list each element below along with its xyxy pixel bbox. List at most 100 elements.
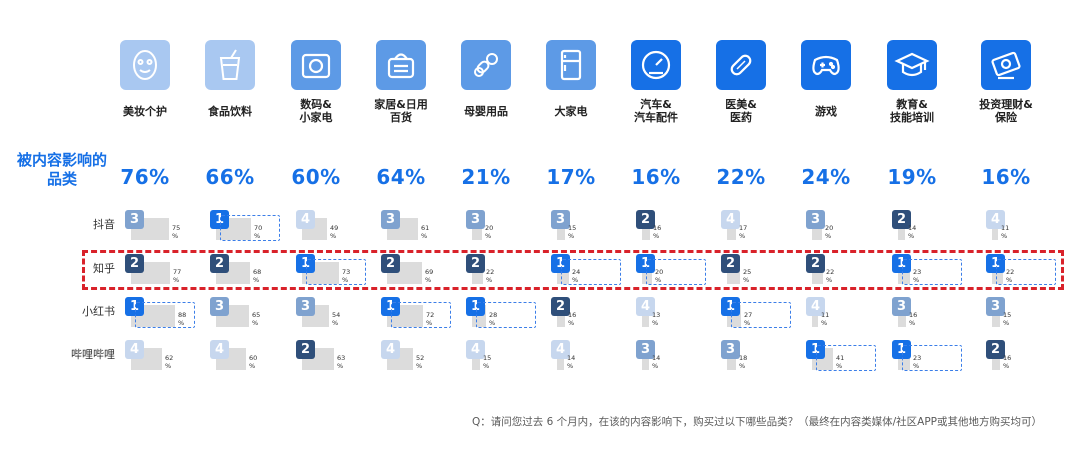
value-bar [992, 348, 1000, 370]
category-label: 食品饮料 [208, 105, 252, 118]
rank-badge: 3 [466, 210, 485, 229]
rank-badge: 1 [636, 254, 655, 273]
rank-badge: 3 [125, 210, 144, 229]
value-label: 14 % [652, 354, 661, 370]
value-label: 11 % [1001, 224, 1010, 240]
influence-percent: 60% [291, 165, 341, 189]
data-cell: 2 16 % [636, 210, 720, 246]
money-card-icon [981, 40, 1031, 90]
value-label: 49 % [330, 224, 339, 240]
data-cell: 4 60 % [210, 340, 294, 376]
value-bar [812, 218, 822, 240]
rank-badge: 4 [986, 210, 1005, 229]
value-label: 24 % [572, 268, 581, 284]
data-cell: 2 63 % [296, 340, 380, 376]
top-rank-dashed-box [220, 215, 280, 241]
data-cell: 2 77 % [125, 254, 209, 290]
rank-badge: 1 [466, 297, 485, 316]
value-label: 22 % [1006, 268, 1015, 284]
data-cell: 1 73 % [296, 254, 380, 290]
value-bar [727, 218, 736, 240]
value-label: 23 % [913, 268, 922, 284]
rank-badge: 2 [466, 254, 485, 273]
data-cell: 4 15 % [466, 340, 550, 376]
value-label: 70 % [254, 224, 263, 240]
data-cell: 3 14 % [636, 340, 720, 376]
data-cell: 3 65 % [210, 297, 294, 333]
value-bar [992, 262, 1003, 284]
value-label: 18 % [739, 354, 748, 370]
data-cell: 1 28 % [466, 297, 550, 333]
rank-badge: 1 [381, 297, 400, 316]
value-label: 77 % [173, 268, 182, 284]
rank-badge: 1 [210, 210, 229, 229]
value-label: 20 % [485, 224, 494, 240]
value-bar [642, 262, 652, 284]
data-cell: 3 54 % [296, 297, 380, 333]
value-bar [642, 348, 649, 370]
value-label: 41 % [836, 354, 845, 370]
top-rank-dashed-box [902, 345, 962, 371]
rank-badge: 4 [296, 210, 315, 229]
value-label: 16 % [568, 311, 577, 327]
camera-icon [291, 40, 341, 90]
zhihu-highlight-box [82, 250, 1064, 290]
value-label: 17 % [739, 224, 748, 240]
data-cell: 3 18 % [721, 340, 805, 376]
top-rank-dashed-box [996, 259, 1056, 285]
side-title: 被内容影响的品类 [16, 151, 107, 188]
value-label: 22 % [486, 268, 495, 284]
value-bar [557, 218, 565, 240]
rank-badge: 4 [466, 340, 485, 359]
data-cell: 2 14 % [892, 210, 976, 246]
pacifier-icon [461, 40, 511, 90]
data-cell: 3 16 % [892, 297, 976, 333]
rank-badge: 3 [986, 297, 1005, 316]
value-label: 28 % [489, 311, 498, 327]
top-rank-dashed-box [902, 259, 962, 285]
rank-badge: 1 [806, 340, 825, 359]
data-cell: 1 24 % [551, 254, 635, 290]
value-label: 14 % [908, 224, 917, 240]
data-cell: 4 49 % [296, 210, 380, 246]
value-bar [727, 348, 736, 370]
rank-badge: 3 [636, 340, 655, 359]
value-label: 88 % [178, 311, 187, 327]
value-label: 16 % [1003, 354, 1012, 370]
platform-label: 抖音 [93, 218, 115, 231]
data-cell: 4 11 % [806, 297, 890, 333]
gamepad-icon [801, 40, 851, 90]
rank-badge: 1 [551, 254, 570, 273]
value-label: 20 % [655, 268, 664, 284]
rank-badge: 1 [721, 297, 740, 316]
data-cell: 3 15 % [986, 297, 1070, 333]
rank-badge: 2 [551, 297, 570, 316]
data-cell: 4 52 % [381, 340, 465, 376]
value-label: 13 % [652, 311, 661, 327]
rank-badge: 2 [381, 254, 400, 273]
value-label: 11 % [821, 311, 830, 327]
data-cell: 4 14 % [551, 340, 635, 376]
data-cell: 1 20 % [636, 254, 720, 290]
value-bar [812, 305, 818, 327]
category-label: 汽车& 汽车配件 [634, 98, 678, 124]
top-rank-dashed-box [646, 259, 706, 285]
data-cell: 3 75 % [125, 210, 209, 246]
value-label: 62 % [165, 354, 174, 370]
rank-badge: 2 [125, 254, 144, 273]
value-label: 23 % [913, 354, 922, 370]
rank-badge: 3 [721, 340, 740, 359]
value-bar [898, 305, 906, 327]
data-cell: 2 22 % [806, 254, 890, 290]
influence-percent: 66% [205, 165, 255, 189]
influence-percent: 16% [631, 165, 681, 189]
top-rank-dashed-box [306, 259, 366, 285]
speedometer-icon [631, 40, 681, 90]
rank-badge: 4 [210, 340, 229, 359]
rank-badge: 2 [806, 254, 825, 273]
top-rank-dashed-box [476, 302, 536, 328]
value-label: 25 % [743, 268, 752, 284]
value-label: 22 % [826, 268, 835, 284]
face-mask-icon [120, 40, 170, 90]
